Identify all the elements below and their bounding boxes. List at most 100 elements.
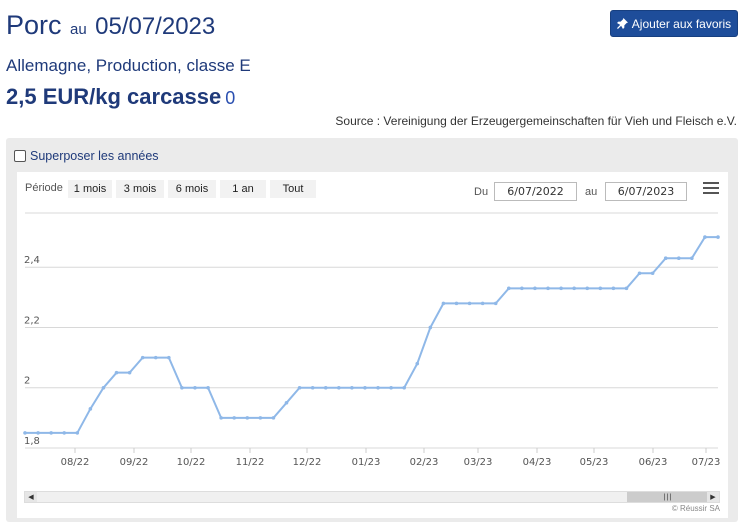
price-line: 2,5 EUR/kg carcasse 0 bbox=[6, 84, 235, 110]
date-to-input[interactable]: 6/07/2023 bbox=[605, 182, 687, 201]
quote-date: 05/07/2023 bbox=[95, 13, 216, 40]
data-point bbox=[624, 286, 629, 291]
data-point bbox=[533, 286, 537, 291]
x-tick-label: 06/23 bbox=[639, 457, 668, 468]
data-point bbox=[245, 416, 250, 420]
series-line bbox=[25, 236, 718, 434]
chart-navigator-scrollbar[interactable]: ◀ ||| ▶ bbox=[24, 491, 720, 503]
data-point bbox=[350, 385, 354, 390]
y-tick-label: 2 bbox=[24, 376, 30, 387]
source-text: Source : Vereinigung der Erzeugergemeins… bbox=[335, 114, 737, 128]
x-tick-label: 08/22 bbox=[61, 457, 90, 468]
pin-icon bbox=[616, 18, 628, 29]
data-point bbox=[62, 431, 67, 435]
data-point bbox=[23, 431, 27, 435]
data-point bbox=[716, 235, 720, 239]
period-button-tout[interactable]: Tout bbox=[270, 180, 316, 198]
overlay-years-checkbox[interactable] bbox=[14, 150, 26, 162]
x-tick-label: 11/22 bbox=[236, 457, 265, 468]
data-point bbox=[493, 301, 498, 306]
x-tick-label: 05/23 bbox=[580, 457, 609, 468]
data-point bbox=[441, 301, 446, 306]
data-point bbox=[703, 235, 707, 239]
x-tick-label: 07/23 bbox=[692, 457, 721, 468]
data-point bbox=[402, 385, 406, 390]
scrollbar-thumb[interactable]: ||| bbox=[627, 492, 709, 502]
data-point bbox=[127, 370, 132, 375]
data-point bbox=[690, 256, 694, 260]
scroll-left-arrow-icon[interactable]: ◀ bbox=[25, 492, 37, 502]
x-tick-label: 09/22 bbox=[120, 457, 149, 468]
data-point bbox=[598, 286, 603, 291]
data-point bbox=[219, 416, 223, 420]
data-point bbox=[415, 361, 420, 366]
data-point bbox=[389, 385, 393, 390]
data-point bbox=[114, 370, 119, 375]
x-tick-label: 10/22 bbox=[177, 457, 206, 468]
data-point bbox=[572, 286, 576, 291]
quote-subtitle: Allemagne, Production, classe E bbox=[6, 56, 251, 75]
data-point bbox=[271, 416, 276, 420]
x-tick-label: 01/23 bbox=[352, 457, 381, 468]
product-name: Porc bbox=[6, 10, 62, 40]
period-button-3-mois[interactable]: 3 mois bbox=[116, 180, 164, 198]
data-point bbox=[153, 355, 158, 360]
add-to-favorites-button[interactable]: Ajouter aux favoris bbox=[610, 10, 738, 37]
hamburger-menu-icon[interactable] bbox=[703, 182, 719, 195]
date-prefix: au bbox=[69, 21, 87, 38]
data-point bbox=[637, 271, 642, 276]
x-tick-label: 03/23 bbox=[464, 457, 493, 468]
period-label: Période bbox=[25, 182, 63, 194]
x-tick-label: 04/23 bbox=[523, 457, 552, 468]
data-point bbox=[180, 385, 184, 390]
data-point bbox=[323, 385, 328, 390]
date-to-label: au bbox=[585, 186, 598, 198]
data-point bbox=[284, 401, 289, 405]
data-point bbox=[376, 385, 380, 390]
data-point bbox=[546, 286, 550, 291]
x-tick-label: 12/22 bbox=[293, 457, 322, 468]
data-point bbox=[258, 416, 263, 420]
chart-area bbox=[17, 172, 728, 518]
data-point bbox=[676, 256, 681, 260]
data-point bbox=[36, 431, 40, 435]
scroll-right-arrow-icon[interactable]: ▶ bbox=[707, 492, 719, 502]
data-point bbox=[232, 416, 237, 420]
period-button-1-an[interactable]: 1 an bbox=[220, 180, 266, 198]
data-point bbox=[611, 286, 616, 291]
data-point bbox=[193, 385, 197, 390]
data-point bbox=[167, 355, 171, 360]
data-point bbox=[49, 431, 53, 435]
data-point bbox=[559, 286, 563, 291]
data-point bbox=[506, 286, 511, 291]
data-point bbox=[650, 271, 655, 276]
data-point bbox=[467, 301, 472, 306]
page-title: Porc au 05/07/2023 bbox=[6, 10, 215, 41]
price-value: 2,5 EUR/kg carcasse bbox=[6, 84, 222, 109]
credits: © Réussir SA bbox=[671, 504, 720, 513]
data-point bbox=[75, 431, 80, 435]
data-point bbox=[480, 301, 485, 306]
y-tick-label: 2,2 bbox=[24, 315, 40, 326]
data-point bbox=[297, 385, 302, 390]
data-point bbox=[585, 286, 590, 291]
data-point bbox=[428, 325, 433, 330]
data-point bbox=[520, 286, 524, 291]
y-tick-label: 2,4 bbox=[24, 255, 40, 266]
overlay-years-label: Superposer les années bbox=[30, 149, 159, 163]
date-from-label: Du bbox=[474, 186, 489, 198]
data-point bbox=[310, 385, 315, 390]
add-to-favorites-label: Ajouter aux favoris bbox=[631, 16, 732, 31]
date-from-input[interactable]: 6/07/2022 bbox=[494, 182, 577, 201]
period-button-1-mois[interactable]: 1 mois bbox=[68, 180, 112, 198]
data-point bbox=[206, 385, 210, 390]
data-point bbox=[363, 385, 367, 390]
overlay-years-toggle[interactable]: Superposer les années bbox=[14, 149, 159, 163]
data-point bbox=[663, 256, 668, 260]
x-tick-label: 02/23 bbox=[410, 457, 439, 468]
data-point bbox=[454, 301, 459, 306]
data-point bbox=[140, 355, 145, 360]
data-point bbox=[88, 407, 93, 411]
period-button-6-mois[interactable]: 6 mois bbox=[168, 180, 216, 198]
